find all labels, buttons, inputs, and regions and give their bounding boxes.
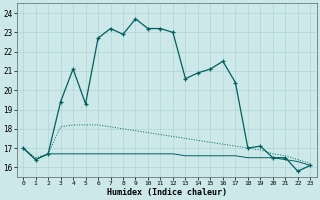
X-axis label: Humidex (Indice chaleur): Humidex (Indice chaleur) — [107, 188, 227, 197]
